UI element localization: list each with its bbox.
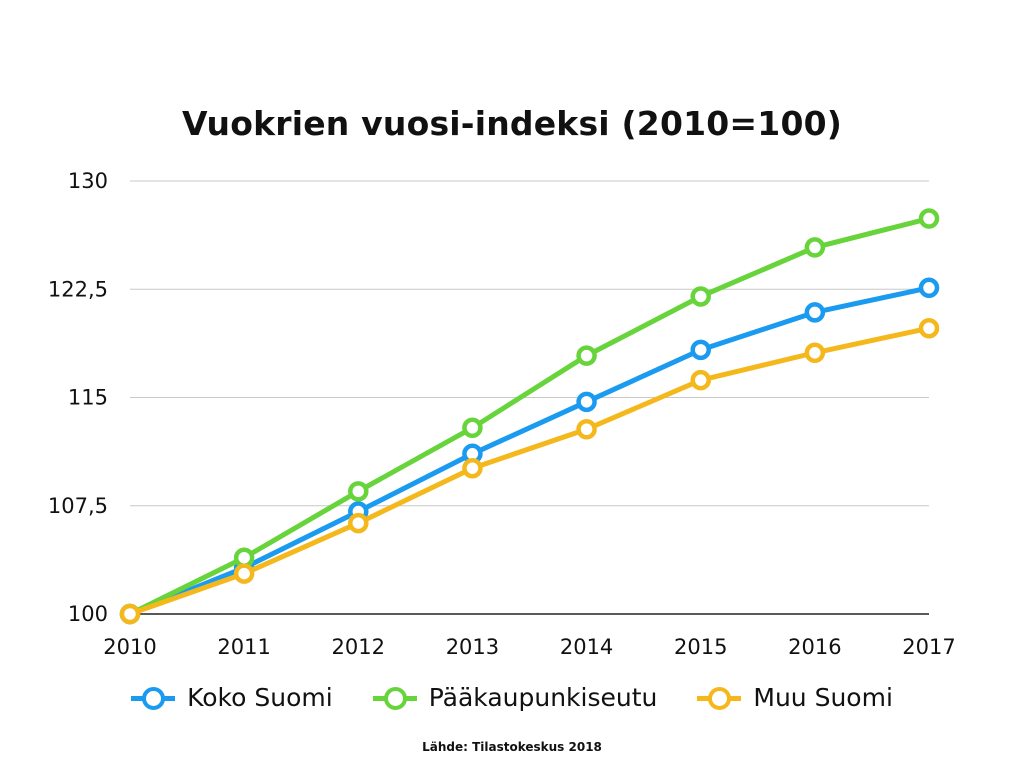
x-tick-label: 2010 <box>103 635 156 659</box>
legend-label-koko-suomi: Koko Suomi <box>187 683 333 712</box>
data-point-muu-suomi <box>576 419 597 440</box>
y-tick-label: 122,5 <box>48 277 108 301</box>
legend-label-muu-suomi: Muu Suomi <box>753 683 893 712</box>
data-point-paakaupunkiseutu <box>233 547 255 568</box>
x-tick-label: 2012 <box>332 635 385 659</box>
y-tick-label: 100 <box>68 602 108 626</box>
data-point-muu-suomi <box>233 563 255 584</box>
legend: Koko Suomi Pääkaupunkiseutu Muu Suomi <box>0 683 1024 712</box>
series-line-paakaupunkiseutu <box>127 216 932 617</box>
data-point-muu-suomi <box>690 369 711 391</box>
series-line-koko-suomi <box>127 285 932 617</box>
data-point-muu-suomi <box>804 342 826 364</box>
data-point-paakaupunkiseutu <box>576 345 597 366</box>
x-axis-ticks: 2010 2011 2012 2013 2014 2015 2016 2017 <box>103 635 955 659</box>
legend-item-paakaupunkiseutu: Pääkaupunkiseutu <box>372 683 658 712</box>
legend-marker-muu-suomi-icon <box>697 685 742 711</box>
data-point-paakaupunkiseutu <box>348 481 369 502</box>
gridlines <box>130 180 929 615</box>
series-group <box>119 208 940 625</box>
x-tick-label: 2014 <box>560 635 613 659</box>
series-line-muu-suomi <box>127 325 932 617</box>
x-tick-label: 2017 <box>902 635 955 659</box>
data-point-paakaupunkiseutu <box>462 417 483 439</box>
data-point-koko-suomi <box>804 302 826 323</box>
legend-item-koko-suomi: Koko Suomi <box>131 683 333 712</box>
data-point-muu-suomi <box>462 457 483 479</box>
data-point-koko-suomi <box>576 391 597 413</box>
y-tick-label: 107,5 <box>48 494 108 518</box>
y-tick-label: 130 <box>68 169 108 193</box>
x-tick-label: 2015 <box>674 635 727 659</box>
legend-marker-koko-suomi-icon <box>131 685 176 711</box>
y-axis-ticks: 100 107,5 115 122,5 130 <box>48 169 108 626</box>
data-point-paakaupunkiseutu <box>690 286 711 307</box>
series-paakaupunkiseutu <box>119 208 940 625</box>
x-tick-label: 2016 <box>788 635 841 659</box>
x-tick-label: 2013 <box>446 635 499 659</box>
data-point-muu-suomi <box>119 603 141 625</box>
data-point-muu-suomi <box>348 512 369 534</box>
series-muu-suomi <box>119 317 940 625</box>
data-point-muu-suomi <box>918 317 940 339</box>
y-tick-label: 115 <box>68 386 108 410</box>
data-point-koko-suomi <box>690 339 711 361</box>
data-point-koko-suomi <box>918 277 940 299</box>
legend-item-muu-suomi: Muu Suomi <box>697 683 893 712</box>
source-note: Lähde: Tilastokeskus 2018 <box>422 740 602 754</box>
legend-marker-paakaupunkiseutu-icon <box>372 685 417 711</box>
legend-label-paakaupunkiseutu: Pääkaupunkiseutu <box>428 683 658 712</box>
data-point-paakaupunkiseutu <box>918 208 940 229</box>
chart-title: Vuokrien vuosi-indeksi (2010=100) <box>181 104 843 143</box>
data-point-paakaupunkiseutu <box>804 237 826 258</box>
x-tick-label: 2011 <box>217 635 270 659</box>
